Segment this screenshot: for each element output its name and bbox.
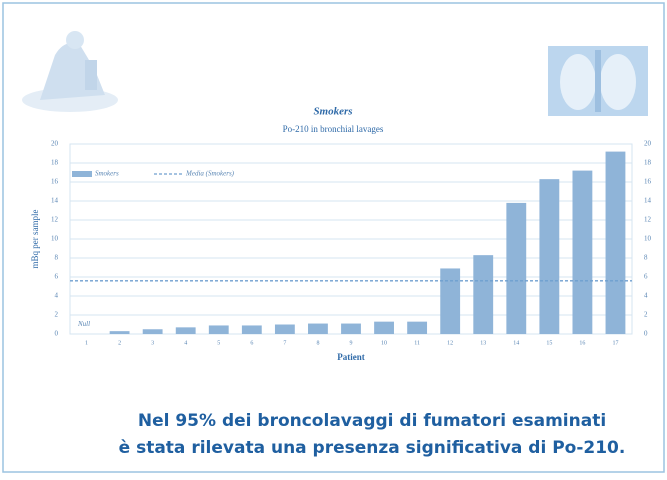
y-tick-label: 20 bbox=[51, 140, 59, 148]
x-tick-label: 9 bbox=[350, 340, 353, 346]
y2-tick-label: 2 bbox=[644, 311, 648, 319]
y2-tick-label: 20 bbox=[644, 140, 652, 148]
y2-tick-label: 16 bbox=[644, 178, 652, 186]
caption-line: Nel 95% dei broncolavaggi di fumatori es… bbox=[138, 411, 606, 431]
x-tick-label: 11 bbox=[414, 340, 420, 346]
legend-label: Media (Smokers) bbox=[185, 170, 235, 178]
bar bbox=[440, 268, 460, 334]
x-tick-label: 3 bbox=[151, 340, 154, 346]
y-tick-label: 2 bbox=[55, 311, 59, 319]
x-tick-label: 1 bbox=[85, 340, 88, 346]
x-tick-label: 15 bbox=[546, 340, 552, 346]
bar bbox=[209, 325, 229, 334]
x-tick-label: 5 bbox=[217, 340, 220, 346]
y2-tick-label: 12 bbox=[644, 216, 652, 224]
bar bbox=[473, 255, 493, 334]
y-tick-label: 0 bbox=[55, 330, 59, 338]
x-tick-label: 14 bbox=[513, 340, 519, 346]
chart-title: Smokers bbox=[313, 106, 352, 118]
y-tick-label: 8 bbox=[55, 254, 59, 262]
caption-line: è stata rilevata una presenza significat… bbox=[119, 438, 626, 458]
x-tick-label: 12 bbox=[447, 340, 453, 346]
y2-tick-label: 6 bbox=[644, 273, 648, 281]
x-tick-label: 10 bbox=[381, 340, 387, 346]
y2-tick-label: 14 bbox=[644, 197, 652, 205]
y2-tick-label: 18 bbox=[644, 159, 652, 167]
bar bbox=[275, 325, 295, 335]
bar bbox=[341, 324, 361, 334]
y-tick-label: 6 bbox=[55, 273, 59, 281]
bar bbox=[407, 322, 427, 334]
x-tick-label: 2 bbox=[118, 340, 121, 346]
bar bbox=[308, 324, 328, 334]
bar bbox=[176, 327, 196, 334]
bar bbox=[539, 179, 559, 334]
legend-label: Smokers bbox=[95, 170, 119, 178]
bar bbox=[606, 152, 626, 334]
y2-tick-label: 0 bbox=[644, 330, 648, 338]
page: {"chart_data": {"type": "bar", "title": … bbox=[0, 0, 667, 475]
bar bbox=[143, 329, 163, 334]
y-tick-label: 12 bbox=[51, 216, 59, 224]
chart-subtitle: Po-210 in bronchial lavages bbox=[283, 124, 384, 134]
x-tick-label: 16 bbox=[579, 340, 585, 346]
x-tick-label: 7 bbox=[283, 340, 286, 346]
bar bbox=[242, 325, 262, 334]
x-tick-label: 17 bbox=[612, 340, 618, 346]
y2-tick-label: 4 bbox=[644, 292, 648, 300]
x-tick-label: 6 bbox=[250, 340, 253, 346]
y2-tick-label: 10 bbox=[644, 235, 652, 243]
y-axis-label: mBq per sample bbox=[30, 210, 40, 269]
y-tick-label: 4 bbox=[55, 292, 59, 300]
y-tick-label: 18 bbox=[51, 159, 59, 167]
x-axis-label: Patient bbox=[337, 352, 365, 362]
y2-tick-label: 8 bbox=[644, 254, 648, 262]
y-tick-label: 16 bbox=[51, 178, 59, 186]
x-tick-label: 4 bbox=[184, 340, 187, 346]
x-tick-label: 13 bbox=[480, 340, 486, 346]
y-tick-label: 10 bbox=[51, 235, 59, 243]
bar bbox=[110, 331, 130, 334]
xray-image bbox=[548, 46, 648, 116]
bar bbox=[572, 171, 592, 334]
bar bbox=[374, 322, 394, 334]
slide: Smokers Po-210 in bronchial lavages mBq … bbox=[0, 0, 667, 475]
bar bbox=[506, 203, 526, 334]
x-tick-label: 8 bbox=[316, 340, 319, 346]
y-tick-label: 14 bbox=[51, 197, 59, 205]
legend-swatch bbox=[72, 171, 92, 177]
annotation: Null bbox=[77, 320, 90, 328]
